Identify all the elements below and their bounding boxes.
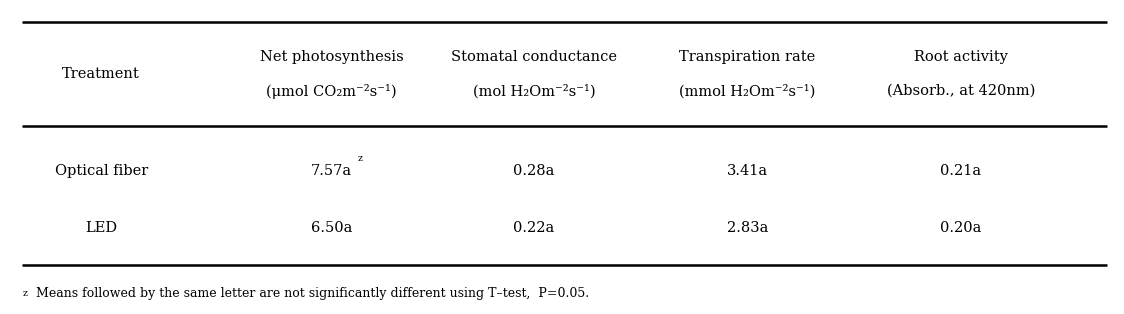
Text: z: z [357,154,362,163]
Text: 3.41a: 3.41a [727,164,768,178]
Text: Net photosynthesis: Net photosynthesis [260,50,404,63]
Text: Root activity: Root activity [914,50,1008,63]
Text: Stomatal conductance: Stomatal conductance [451,50,617,63]
Text: (mol H₂Om⁻²s⁻¹): (mol H₂Om⁻²s⁻¹) [472,84,596,98]
Text: 0.22a: 0.22a [514,221,554,235]
Text: (mmol H₂Om⁻²s⁻¹): (mmol H₂Om⁻²s⁻¹) [679,84,816,98]
Text: 7.57a: 7.57a [311,164,352,178]
Text: 0.28a: 0.28a [514,164,554,178]
Text: Treatment: Treatment [62,67,140,81]
Text: Means followed by the same letter are not significantly different using T–test, : Means followed by the same letter are no… [36,287,589,300]
Text: Transpiration rate: Transpiration rate [679,50,816,63]
Text: 6.50a: 6.50a [311,221,352,235]
Text: z: z [22,289,27,298]
Text: LED: LED [85,221,117,235]
Text: (Absorb., at 420nm): (Absorb., at 420nm) [887,84,1035,98]
Text: (μmol CO₂m⁻²s⁻¹): (μmol CO₂m⁻²s⁻¹) [266,84,397,99]
Text: 0.21a: 0.21a [941,164,981,178]
Text: Optical fiber: Optical fiber [55,164,147,178]
Text: 2.83a: 2.83a [727,221,768,235]
Text: 0.20a: 0.20a [941,221,981,235]
